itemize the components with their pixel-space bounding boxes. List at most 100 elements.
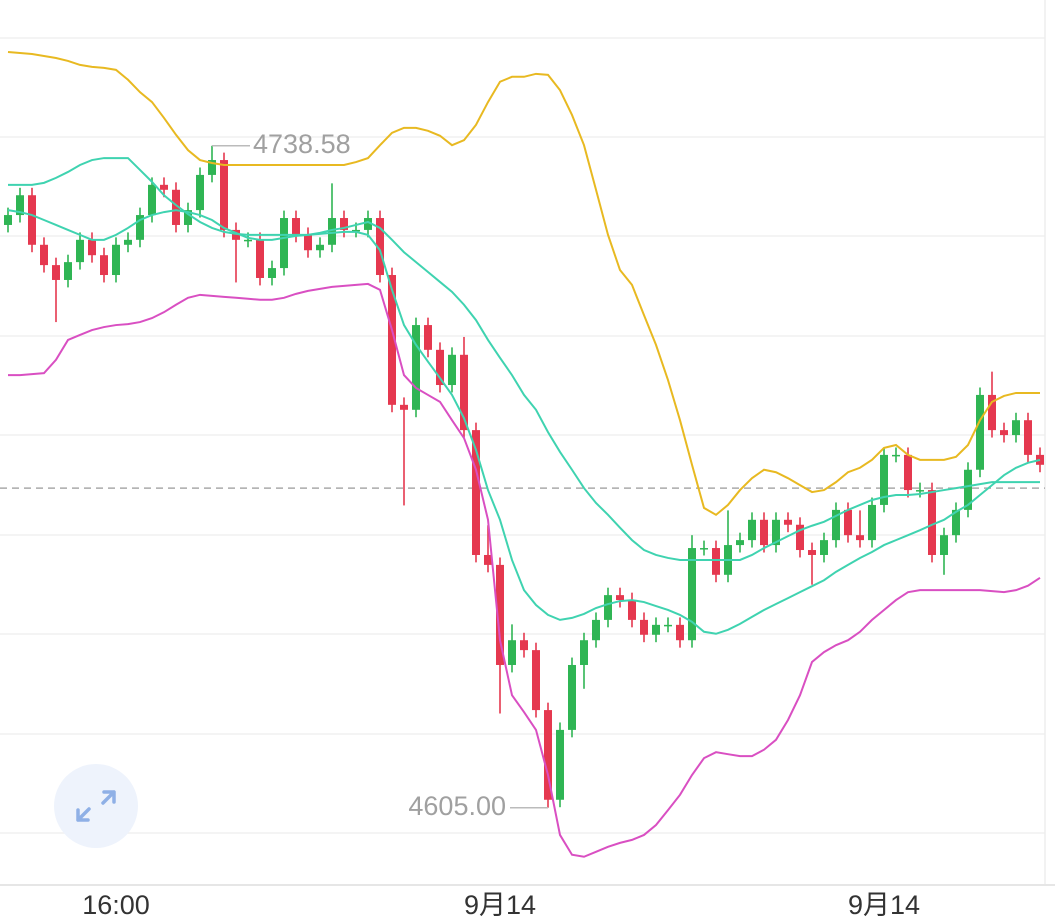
- candle-body: [352, 229, 360, 232]
- candle-body: [124, 239, 132, 245]
- candle-body: [280, 218, 288, 269]
- candle-body: [1024, 420, 1032, 455]
- candle-body: [664, 624, 672, 627]
- x-tick-label: 9月14: [848, 890, 920, 920]
- candle-body: [28, 195, 36, 245]
- candle-body: [64, 262, 72, 280]
- candle-body: [472, 430, 480, 555]
- candle-body: [160, 184, 168, 190]
- candle-body: [4, 215, 12, 225]
- candle-body: [1000, 430, 1008, 436]
- candle-body: [208, 160, 216, 175]
- candle-body: [640, 619, 648, 635]
- candle-body: [556, 729, 564, 800]
- candle-body: [832, 509, 840, 541]
- low-label: 4605.00: [408, 791, 506, 821]
- candle-body: [412, 325, 420, 410]
- candle-body: [292, 218, 300, 235]
- candle-body: [496, 564, 504, 665]
- overlay-line: [8, 157, 1040, 561]
- candle-body: [268, 268, 276, 278]
- candle-body: [376, 218, 384, 276]
- candle-body: [796, 524, 804, 551]
- candle-body: [112, 244, 120, 276]
- high-label: 4738.58: [253, 129, 351, 159]
- candle-body: [592, 619, 600, 641]
- candle-body: [676, 624, 684, 641]
- x-tick-label: 9月14: [464, 890, 536, 920]
- expand-button[interactable]: [54, 764, 138, 848]
- candle-body: [580, 640, 588, 665]
- candle-body: [772, 519, 780, 546]
- candle-body: [700, 548, 708, 550]
- x-tick-label: 16:00: [82, 890, 150, 920]
- candle-body: [256, 239, 264, 278]
- candle-body: [532, 650, 540, 711]
- candle-body: [904, 454, 912, 491]
- candle-body: [400, 404, 408, 410]
- candle-body: [892, 454, 900, 457]
- candle-body: [388, 275, 396, 405]
- candle-body: [760, 519, 768, 546]
- candle-body: [172, 189, 180, 225]
- candle-body: [448, 354, 456, 386]
- candle-body: [712, 548, 720, 575]
- candle-body: [688, 548, 696, 641]
- candle-body: [844, 509, 852, 536]
- candle-body: [976, 394, 984, 470]
- candle-body: [88, 239, 96, 256]
- candle-body: [940, 535, 948, 555]
- candle-body: [52, 265, 60, 280]
- candle-body: [1012, 420, 1020, 436]
- candle-body: [328, 218, 336, 245]
- candle-body: [820, 540, 828, 555]
- grid: [0, 0, 1055, 886]
- overlay-line: [8, 282, 1041, 858]
- expand-button-bg[interactable]: [54, 764, 138, 848]
- candle-body: [40, 244, 48, 266]
- expand-icon[interactable]: [76, 790, 116, 822]
- candle-body: [880, 454, 888, 505]
- candle-body: [436, 349, 444, 386]
- candle-body: [604, 595, 612, 620]
- overlay-line: [7, 51, 1040, 517]
- candle-body: [544, 710, 552, 800]
- candle-body: [184, 210, 192, 225]
- candle-body: [964, 469, 972, 510]
- candle-body: [508, 640, 516, 665]
- candle-body: [316, 244, 324, 251]
- candle-body: [364, 218, 372, 230]
- candle-body: [244, 239, 252, 242]
- candle-body: [148, 184, 156, 216]
- overlay-line: [7, 209, 1041, 635]
- candle-body: [928, 490, 936, 555]
- candle-body: [340, 218, 348, 230]
- candle-body: [100, 255, 108, 276]
- candle-body: [220, 160, 228, 230]
- candle-body: [16, 195, 24, 216]
- candles: [4, 145, 1044, 808]
- candle-body: [736, 540, 744, 546]
- candle-body: [784, 519, 792, 525]
- candle-body: [988, 394, 996, 431]
- candle-body: [196, 174, 204, 211]
- candle-body: [424, 325, 432, 350]
- candle-body: [952, 509, 960, 536]
- candle-body: [460, 354, 468, 431]
- candle-body: [868, 504, 876, 541]
- candle-body: [748, 519, 756, 541]
- candle-body: [628, 600, 636, 620]
- candle-body: [136, 215, 144, 240]
- candle-body: [916, 490, 924, 492]
- candle-body: [856, 535, 864, 541]
- candle-body: [520, 640, 528, 651]
- candle-body: [568, 664, 576, 730]
- candle-body: [616, 595, 624, 601]
- candle-body: [304, 234, 312, 251]
- candle-body: [76, 239, 84, 263]
- candle-body: [808, 550, 816, 555]
- candle-body: [652, 624, 660, 635]
- candle-body: [484, 554, 492, 565]
